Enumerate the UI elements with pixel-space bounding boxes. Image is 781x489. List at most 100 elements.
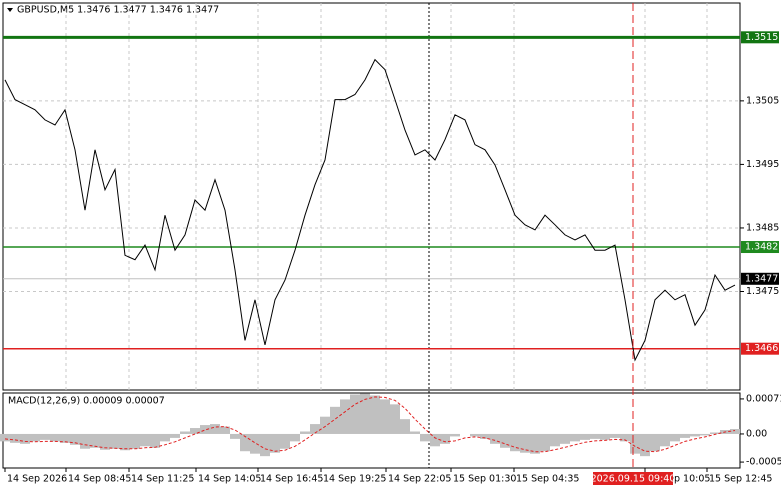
x-tick-label: 15 Sep 01:30 [453,474,516,485]
macd-bar [220,426,230,434]
macd-bar [40,433,50,440]
macd-bar [580,433,590,440]
main-frame [2,2,741,391]
macd-bar [370,395,380,434]
macd-bar [550,433,560,447]
macd-bar [570,433,580,442]
macd-bar [730,429,740,434]
macd-bar [350,394,360,434]
macd-bar [80,433,90,449]
macd-bar [50,433,60,442]
macd-bar [500,433,510,448]
macd-bar [430,433,440,447]
macd-bar [150,433,160,448]
current-price-box [741,272,779,285]
macd-bar [530,433,540,454]
x-tick-label: 14 Sep 14:05 [198,474,261,485]
macd-bar [30,433,40,442]
macd-bar [470,433,480,437]
macd-bar [420,433,430,442]
crosshair-label: 2026.09.15 09:40 [591,474,676,485]
macd-bar [90,433,100,448]
macd-bar [20,433,30,444]
macd-bar [520,433,530,453]
signal-line [4,396,736,453]
x-tick-label: 15 Sep 10:05 [647,474,710,485]
level-label: 1.3466 [745,343,778,354]
price-line [4,58,736,362]
macd-bar [270,433,280,453]
x-tick-label: 15 Sep 04:35 [516,474,579,485]
y-tick-label: -0.00057 [746,457,781,468]
x-tick-label: 14 Sep 16:45 [260,474,323,485]
level-label-box [741,342,779,355]
macd-bar [690,433,700,437]
macd-bar [620,433,630,442]
macd-bar [10,433,20,443]
macd-bar [340,399,350,434]
macd-bar [310,424,320,434]
macd-bar [680,433,690,438]
x-tick-label: 14 Sep 19:25 [323,474,386,485]
macd-bar [60,433,70,443]
crosshair-label-box [593,472,673,485]
level-label: 1.3482 [745,242,778,253]
macd-bar [400,419,410,434]
macd-bar [330,406,340,434]
macd-bar [640,433,650,457]
macd-bar [710,432,720,434]
macd-bar [120,433,130,451]
macd-bar [480,433,490,439]
macd-bar [510,433,520,452]
macd-bar [110,433,120,449]
x-tick-label: 15 Sep 12:45 [709,474,772,485]
x-tick-label: 14 Sep 11:25 [131,474,194,485]
x-tick-label: 14 Sep 22:05 [388,474,451,485]
macd-bar [190,428,200,434]
macd-bar [390,404,400,434]
x-tick-label: 14 Sep 2026 [7,474,67,485]
menu-icon [7,8,13,12]
macd-bar [360,393,370,434]
macd-bar [200,425,210,434]
macd-bar [280,433,290,449]
y-tick-label: 1.3475 [746,286,779,297]
macd-bar [100,433,110,450]
macd-bar [0,433,10,442]
macd-bar [290,433,300,442]
macd-bar [600,433,610,440]
macd-bar [130,433,140,449]
macd-bar [170,433,180,438]
macd-title: MACD(12,26,9) 0.00009 0.00007 [8,396,165,407]
macd-bar [610,433,620,438]
current-price-label: 1.3477 [745,273,778,284]
level-label: 1.3515 [745,32,778,43]
macd-bar [260,433,270,457]
macd-bar [490,433,500,444]
macd-bar [140,433,150,447]
macd-bar [670,433,680,442]
macd-bar [300,431,310,434]
level-label-box [741,241,779,254]
macd-bar [70,433,80,445]
macd-bar [560,433,570,444]
y-tick-label: 1.3505 [746,95,779,106]
chart-title: GBPUSD,M5 1.3476 1.3477 1.3476 1.3477 [17,5,219,16]
macd-bar [230,433,240,439]
macd-bar [160,433,170,442]
macd-bar [250,433,260,454]
macd-bar [180,431,190,434]
macd-bar [320,416,330,434]
macd-bar [440,433,450,444]
macd-bar [650,433,660,452]
macd-bar [410,431,420,434]
macd-bar [240,433,250,452]
macd-bar [660,433,670,447]
macd-bar [590,433,600,439]
y-tick-label: 1.3485 [746,222,779,233]
macd-bar [210,424,220,434]
macd-bar [630,433,640,454]
